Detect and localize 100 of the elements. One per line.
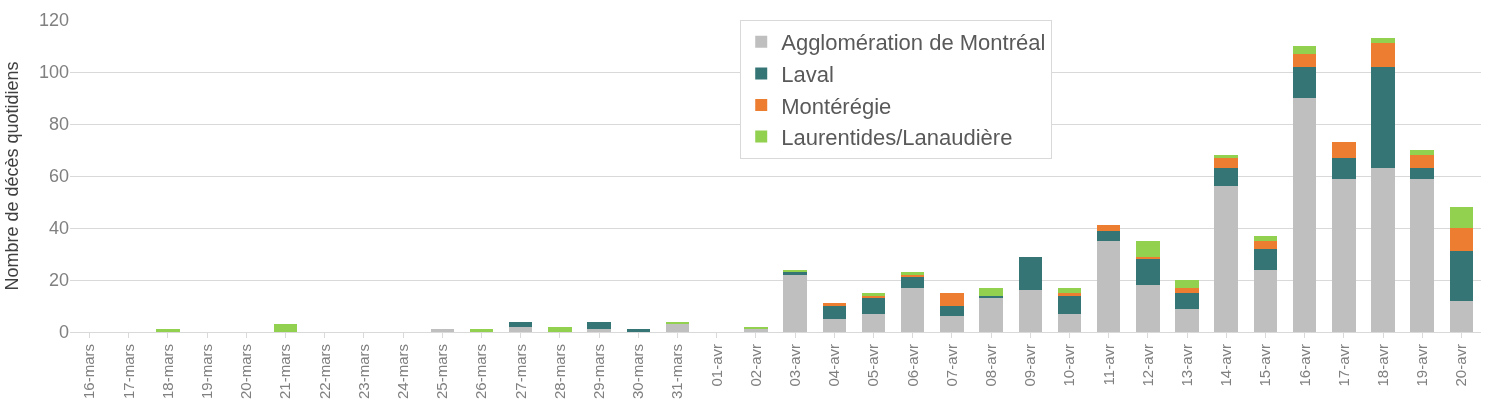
bar bbox=[273, 324, 298, 332]
bar bbox=[861, 298, 886, 314]
x-tick-label: 23-mars bbox=[354, 344, 372, 400]
bar bbox=[1292, 98, 1317, 332]
bar bbox=[1410, 155, 1434, 169]
bar bbox=[1253, 235, 1278, 241]
legend-label: Montérégie bbox=[781, 93, 892, 119]
bar bbox=[1057, 295, 1082, 314]
bar bbox=[508, 321, 533, 327]
bar bbox=[822, 306, 847, 319]
bar bbox=[979, 298, 1003, 332]
x-tick-label: 25-mars bbox=[433, 344, 451, 400]
x-tick-label: 22-mars bbox=[315, 344, 333, 400]
bar bbox=[1332, 157, 1356, 179]
bar bbox=[508, 326, 533, 332]
legend-label: Laval bbox=[781, 61, 834, 87]
x-tick-label: 29-mars bbox=[590, 344, 608, 400]
bar bbox=[940, 293, 964, 306]
x-tick-label: 17-avr bbox=[1334, 344, 1352, 387]
bar bbox=[1253, 248, 1278, 270]
bar bbox=[587, 329, 611, 332]
bar bbox=[626, 329, 651, 332]
bar bbox=[940, 316, 964, 332]
bar bbox=[1214, 168, 1238, 187]
bar bbox=[1057, 313, 1082, 332]
x-tick-label: 27-mars bbox=[511, 344, 529, 400]
bar bbox=[1449, 300, 1474, 332]
x-tick-label: 21-mars bbox=[276, 344, 294, 400]
x-tick-label: 16-mars bbox=[80, 344, 98, 400]
x-tick-label: 26-mars bbox=[472, 344, 490, 400]
bar bbox=[1292, 46, 1317, 54]
bar bbox=[1214, 186, 1238, 332]
x-tick-label: 07-avr bbox=[942, 344, 960, 387]
x-tick-label: 24-mars bbox=[394, 344, 412, 400]
bar bbox=[1253, 241, 1278, 249]
bar bbox=[1175, 287, 1199, 293]
bar bbox=[1214, 155, 1238, 158]
bar bbox=[469, 329, 494, 332]
bar bbox=[1371, 43, 1395, 67]
bar bbox=[1371, 168, 1395, 332]
bar bbox=[1096, 230, 1121, 241]
bar bbox=[1136, 285, 1160, 332]
bar bbox=[1096, 225, 1121, 231]
bar bbox=[940, 306, 964, 317]
bar bbox=[1057, 287, 1082, 293]
x-tick-label: 20-avr bbox=[1452, 344, 1470, 387]
bar bbox=[900, 287, 925, 332]
bar bbox=[1175, 293, 1199, 309]
x-tick-label: 31-mars bbox=[668, 344, 686, 400]
y-tick-label: 80 bbox=[48, 114, 69, 135]
y-tick-label: 40 bbox=[48, 218, 69, 239]
x-tick-label: 28-mars bbox=[550, 344, 568, 400]
bar bbox=[1136, 259, 1160, 286]
bar bbox=[1292, 53, 1317, 67]
bar bbox=[1410, 150, 1434, 156]
bar bbox=[1371, 38, 1395, 44]
x-tick-label: 11-avr bbox=[1099, 344, 1117, 386]
bar bbox=[1018, 290, 1043, 332]
x-tick-label: 04-avr bbox=[825, 344, 843, 387]
bar bbox=[783, 274, 807, 332]
y-tick-label: 120 bbox=[38, 10, 69, 31]
x-tick-label: 05-avr bbox=[864, 344, 882, 387]
bar bbox=[1253, 269, 1278, 332]
x-tick-label: 30-mars bbox=[629, 344, 647, 400]
x-tick-label: 14-avr bbox=[1217, 344, 1235, 387]
bar bbox=[548, 326, 572, 332]
bar bbox=[1332, 142, 1356, 158]
bar bbox=[861, 313, 886, 332]
x-tick-label: 03-avr bbox=[785, 344, 803, 387]
y-tick-label: 60 bbox=[48, 166, 69, 187]
bar bbox=[1175, 308, 1199, 332]
bar bbox=[665, 324, 690, 332]
y-tick-label: 100 bbox=[38, 62, 69, 83]
bar bbox=[1449, 251, 1474, 301]
bar bbox=[979, 287, 1003, 296]
x-tick-label: 18-mars bbox=[158, 344, 176, 400]
x-tick-label: 01-avr bbox=[707, 344, 725, 387]
y-tick-label: 20 bbox=[48, 270, 69, 291]
bar bbox=[430, 329, 455, 332]
bar bbox=[1292, 66, 1317, 98]
bar bbox=[1136, 241, 1160, 257]
bar bbox=[1410, 178, 1434, 332]
y-axis-title: Nombre de décès quotidiens bbox=[2, 61, 23, 291]
bar bbox=[587, 321, 611, 330]
legend-label: Agglomération de Montréal bbox=[781, 30, 1046, 56]
bar bbox=[1449, 228, 1474, 252]
bar bbox=[156, 329, 180, 332]
x-tick-label: 18-avr bbox=[1373, 344, 1391, 387]
bar bbox=[822, 303, 847, 306]
x-tick-label: 06-avr bbox=[903, 344, 921, 387]
x-tick-label: 09-avr bbox=[1021, 344, 1039, 387]
x-tick-label: 15-avr bbox=[1256, 344, 1274, 387]
bar bbox=[1057, 293, 1082, 296]
bar bbox=[1018, 256, 1043, 291]
bar bbox=[1096, 241, 1121, 332]
x-tick-label: 10-avr bbox=[1060, 344, 1078, 387]
y-tick-label: 0 bbox=[58, 322, 69, 343]
x-tick-label: 02-avr bbox=[746, 344, 764, 387]
bar bbox=[1371, 66, 1395, 169]
x-tick-label: 20-mars bbox=[237, 344, 255, 400]
